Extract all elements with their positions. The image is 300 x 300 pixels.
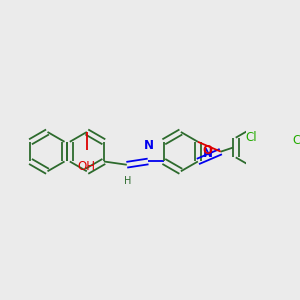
Text: H: H bbox=[124, 176, 131, 186]
Text: O: O bbox=[203, 143, 213, 157]
Text: Cl: Cl bbox=[292, 134, 300, 148]
Text: N: N bbox=[144, 140, 154, 152]
Text: N: N bbox=[203, 147, 213, 160]
Text: Cl: Cl bbox=[245, 131, 257, 144]
Text: OH: OH bbox=[78, 160, 96, 173]
